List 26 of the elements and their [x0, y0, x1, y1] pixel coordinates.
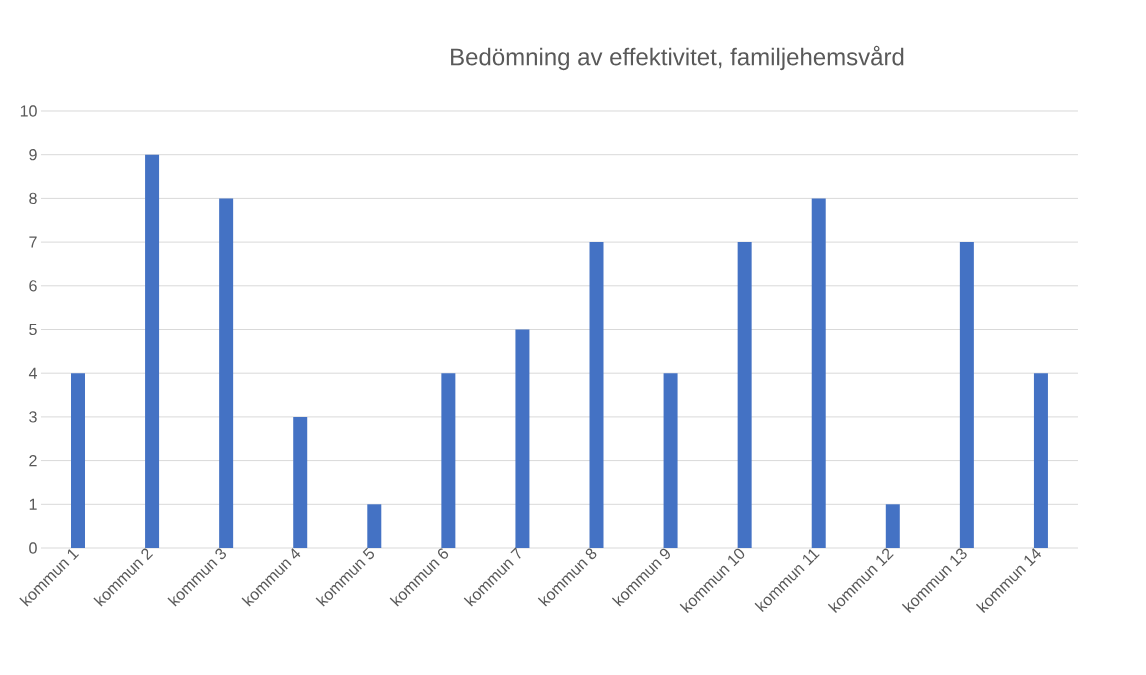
bar: [885, 504, 900, 548]
bar: [589, 242, 604, 548]
y-tick-label: 7: [29, 236, 37, 248]
y-tick-label: 6: [29, 280, 37, 292]
bar: [71, 373, 85, 548]
bar: [811, 198, 826, 548]
bar: [219, 198, 234, 548]
y-tick-label: 10: [20, 105, 37, 117]
y-tick-label: 4: [28, 367, 37, 379]
bar: [737, 242, 752, 548]
y-tick-label: 2: [29, 455, 37, 467]
y-tick-label: 9: [29, 149, 37, 161]
bar: [1033, 373, 1048, 548]
chart-title: Bedömning av effektivitet, familjehemsvård: [451, 45, 904, 71]
bar: [293, 416, 308, 548]
y-tick-label: 5: [29, 323, 37, 336]
bar: [441, 373, 456, 548]
bar: [145, 154, 160, 548]
y-tick-label: 1: [29, 498, 37, 510]
bar: [959, 242, 974, 548]
bar: [515, 329, 530, 548]
bar: [367, 504, 382, 548]
y-tick-label: 3: [29, 411, 37, 423]
bar: [663, 373, 678, 548]
y-tick-label: 0: [29, 542, 37, 554]
y-tick-label: 8: [29, 192, 37, 205]
